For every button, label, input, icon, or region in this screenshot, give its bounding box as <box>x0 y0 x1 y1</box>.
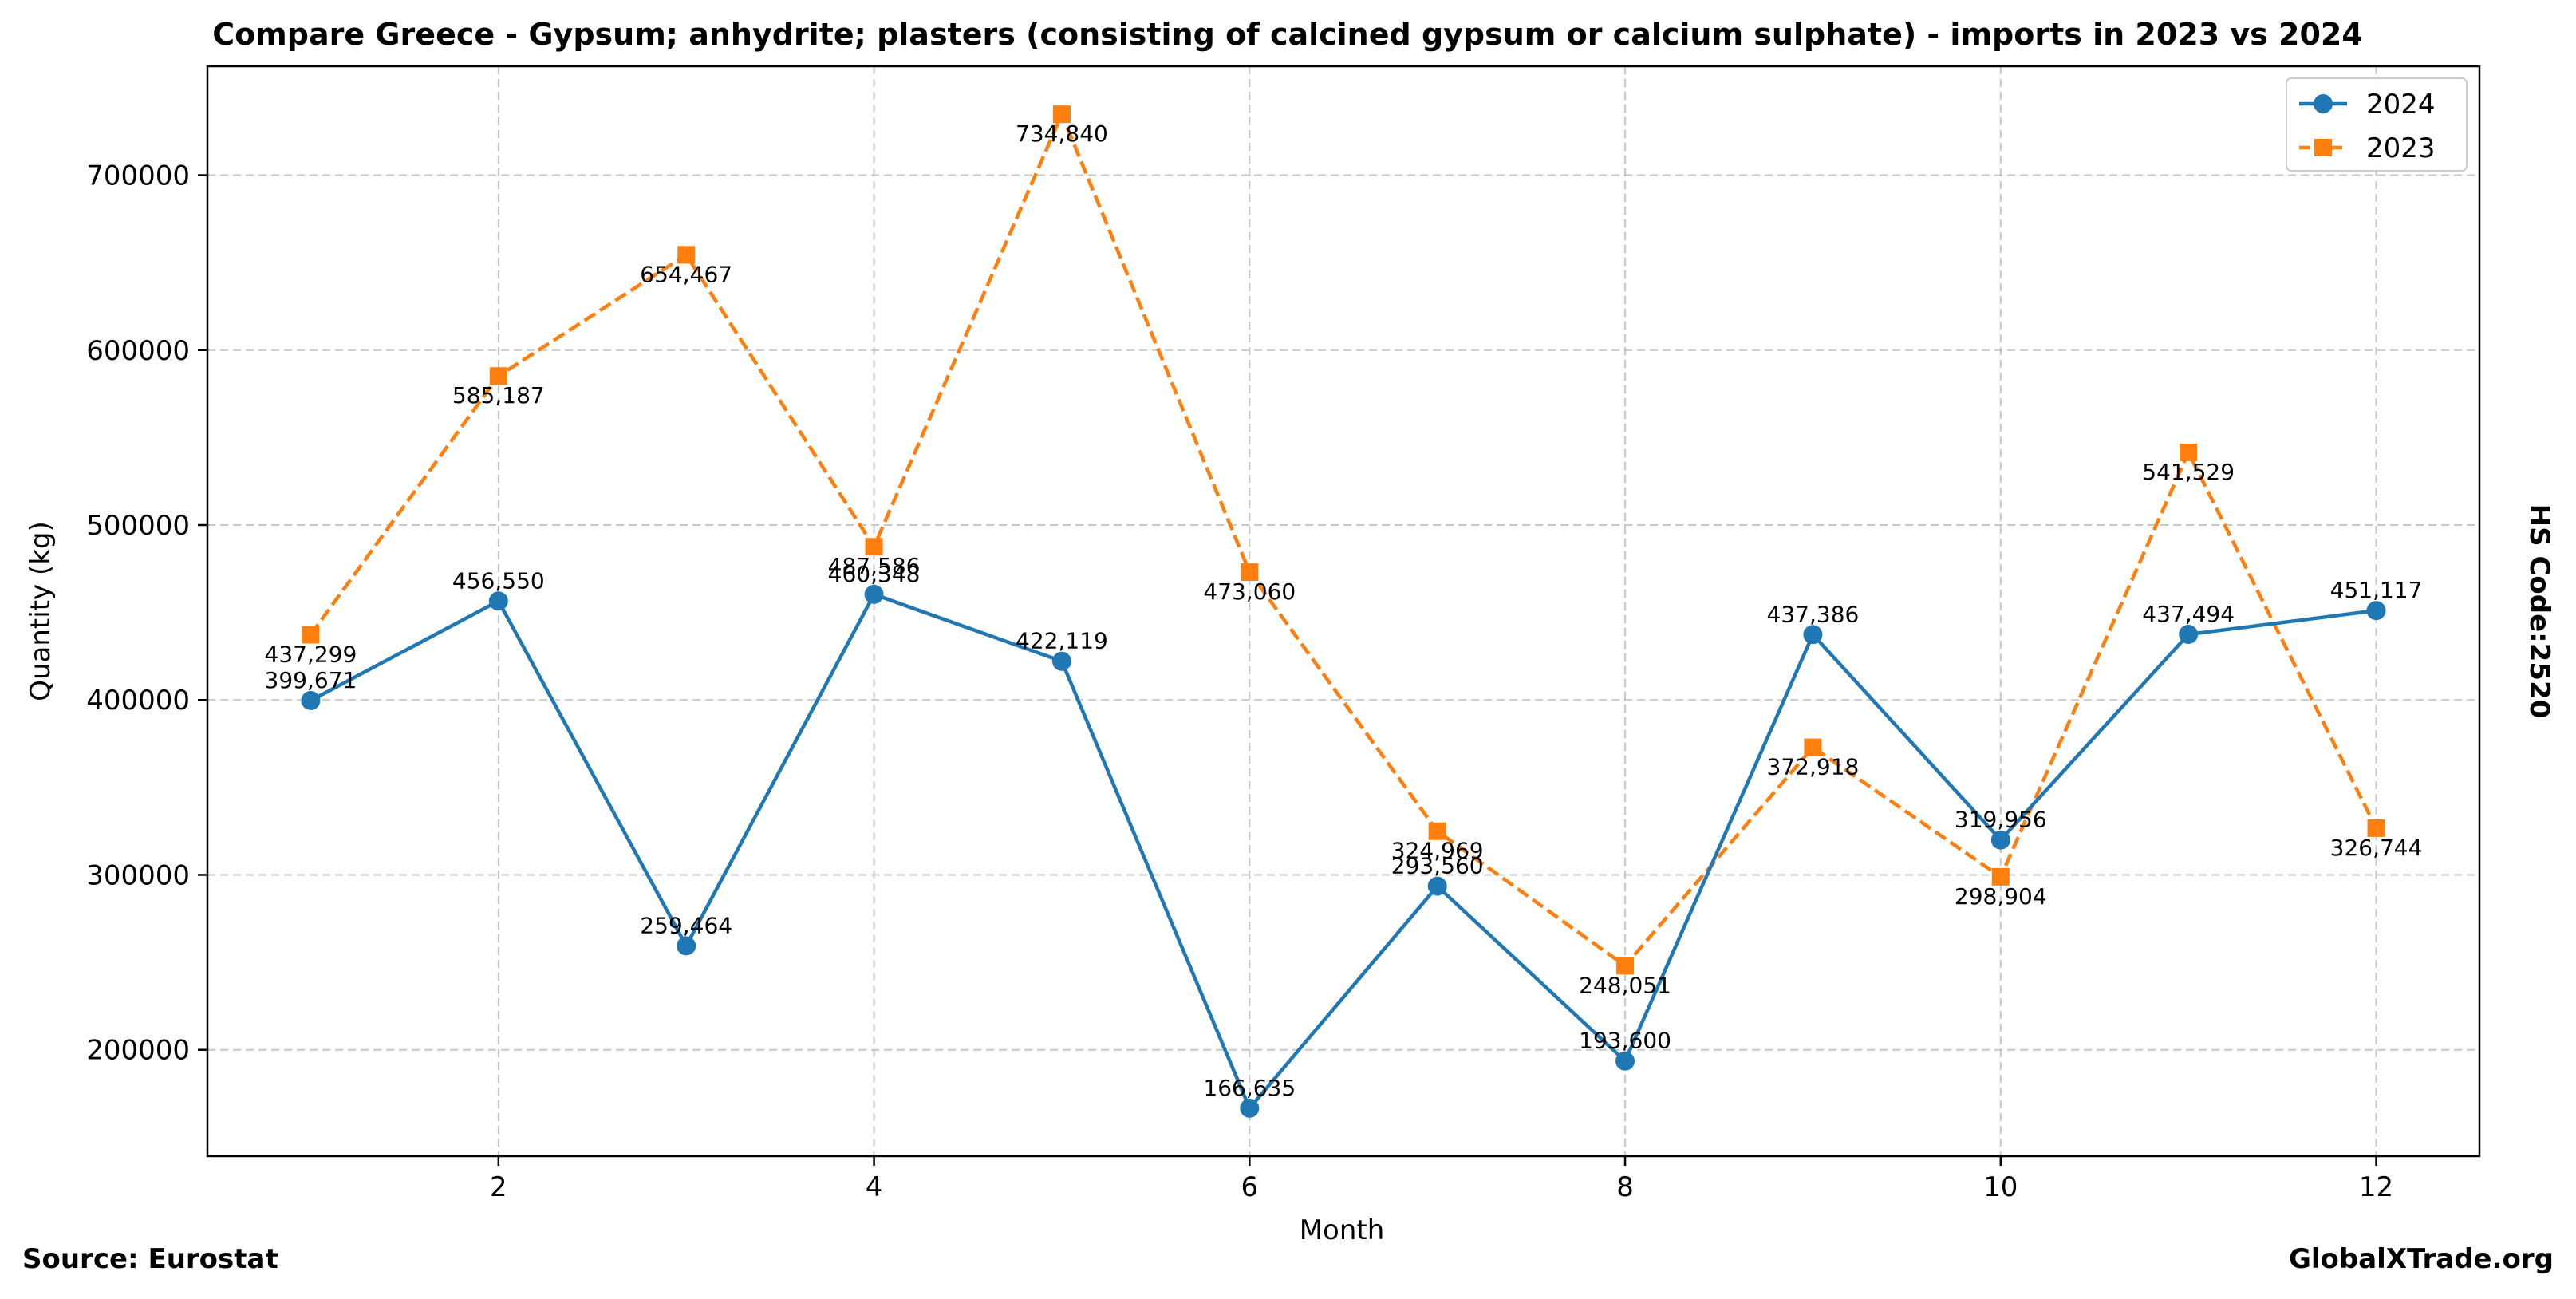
data-point-2023 <box>1241 563 1259 582</box>
data-point-2023 <box>302 626 320 644</box>
data-label-2024: 460,348 <box>828 561 921 587</box>
data-point-2024 <box>2179 625 2199 645</box>
data-label-2023: 654,467 <box>640 261 732 287</box>
y-tick-label: 300000 <box>86 859 190 891</box>
data-label-2024: 437,494 <box>2142 601 2235 627</box>
y-tick-label: 700000 <box>86 160 190 192</box>
data-point-2023 <box>677 246 696 264</box>
data-label-2024: 422,119 <box>1016 628 1108 654</box>
data-label-2023: 248,051 <box>1579 972 1671 998</box>
data-label-2023: 541,529 <box>2142 459 2235 485</box>
data-point-2024 <box>864 584 884 604</box>
data-label-2024: 437,386 <box>1767 601 1860 627</box>
data-label-2023: 324,969 <box>1391 838 1484 864</box>
data-label-2024: 451,117 <box>2330 577 2423 603</box>
data-point-2024 <box>301 690 321 710</box>
y-axis-label: Quantity (kg) <box>25 521 57 701</box>
chart-title: Compare Greece - Gypsum; anhydrite; plas… <box>212 17 2363 52</box>
data-point-2024 <box>488 591 508 611</box>
x-tick-label: 10 <box>1983 1171 2018 1203</box>
series-line-2024 <box>310 592 2377 1111</box>
data-point-2024 <box>1615 1051 1635 1071</box>
x-tick-label: 4 <box>866 1171 883 1203</box>
series-layer <box>301 105 2386 1118</box>
data-point-2024 <box>1803 625 1823 645</box>
x-tick-label: 2 <box>490 1171 507 1203</box>
plot-area <box>206 65 2481 1158</box>
legend-label-2023: 2023 <box>2366 132 2436 164</box>
legend-marker-2024 <box>2314 94 2333 113</box>
data-label-2023: 372,918 <box>1767 754 1860 780</box>
data-point-2023 <box>865 538 883 556</box>
data-point-2024 <box>1051 651 1071 671</box>
data-label-2024: 399,671 <box>265 667 357 693</box>
data-point-2024 <box>1427 876 1447 896</box>
x-tick-label: 12 <box>2359 1171 2393 1203</box>
data-label-2024: 166,635 <box>1203 1075 1296 1101</box>
hs-code-label: HS Code:2520 <box>2523 504 2555 719</box>
grid-lines <box>207 66 2479 1156</box>
legend-marker-2023 <box>2314 139 2332 156</box>
data-point-2023 <box>1052 105 1071 124</box>
data-point-2024 <box>677 936 696 956</box>
data-label-2024: 293,560 <box>1391 853 1484 879</box>
data-point-2024 <box>1240 1098 1260 1118</box>
x-axis-label: Month <box>1300 1214 1385 1246</box>
data-label-2024: 319,956 <box>1955 807 2047 833</box>
data-label-2023: 585,187 <box>452 382 545 409</box>
data-label-2024: 193,600 <box>1579 1028 1671 1054</box>
data-label-2023: 326,744 <box>2330 835 2423 861</box>
legend-label-2024: 2024 <box>2366 89 2436 120</box>
data-point-2023 <box>1616 957 1635 975</box>
axes: 2 4 6 8 10 12 200000 300000 400000 500000 600000 70… <box>86 160 2393 1203</box>
data-label-2023: 473,060 <box>1203 578 1296 605</box>
site-credit: GlobalXTrade.org <box>2288 1243 2554 1275</box>
data-point-2023 <box>1804 738 1822 756</box>
y-tick-label: 600000 <box>86 335 190 367</box>
data-point-2023 <box>2367 819 2385 837</box>
data-label-2023: 734,840 <box>1016 120 1108 147</box>
x-tick-label: 8 <box>1616 1171 1634 1203</box>
data-point-2024 <box>2366 601 2386 621</box>
data-point-2023 <box>2180 443 2198 461</box>
data-point-2024 <box>1990 830 2010 850</box>
data-label-2023: 437,299 <box>265 641 357 667</box>
y-tick-label: 200000 <box>86 1035 190 1067</box>
series-line-2023 <box>309 112 2378 968</box>
x-tick-label: 6 <box>1241 1171 1258 1203</box>
data-label-2024: 259,464 <box>640 912 732 938</box>
data-label-2023: 487,586 <box>828 553 921 579</box>
data-label-2023: 298,904 <box>1955 883 2047 910</box>
data-labels: 399,671 456,550 259,464 460,348 422,119 166,6… <box>265 120 2423 1101</box>
legend: 2024 2023 <box>2286 77 2468 172</box>
y-tick-label: 400000 <box>86 685 190 717</box>
y-tick-label: 500000 <box>86 510 190 542</box>
data-point-2023 <box>489 367 507 385</box>
source-note: Source: Eurostat <box>22 1243 278 1275</box>
data-point-2023 <box>1991 867 2010 886</box>
data-label-2024: 456,550 <box>452 567 545 594</box>
data-point-2023 <box>1428 822 1446 840</box>
